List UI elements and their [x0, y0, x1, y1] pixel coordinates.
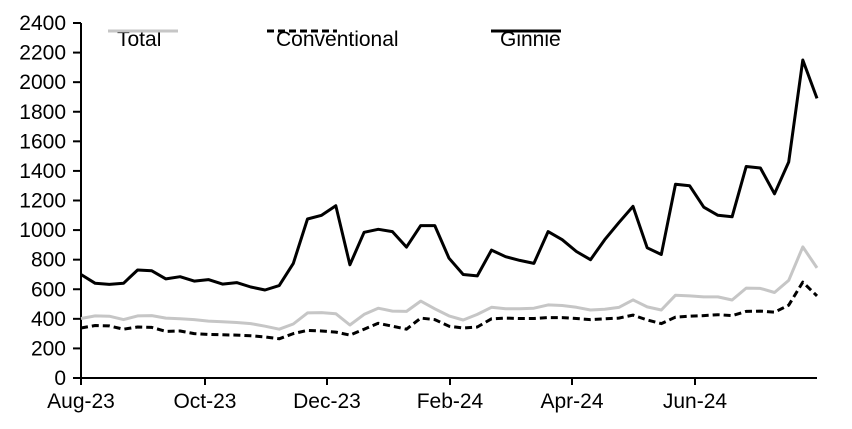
series-line-total [80, 245, 819, 331]
series-line-ginnie [80, 58, 819, 292]
series-line-conventional [80, 280, 819, 341]
conventional-line-swatch [267, 29, 337, 33]
y-axis-label: 1600 [19, 130, 66, 153]
y-axis-label: 400 [31, 308, 66, 331]
y-axis-label: 0 [54, 367, 66, 390]
legend-item-ginnie: Ginnie [491, 28, 561, 52]
legend-item-total: Total [108, 28, 178, 52]
ginnie-line-swatch [491, 29, 561, 33]
y-axis-label: 1000 [19, 219, 66, 242]
legend-item-conventional: Conventional [267, 28, 399, 52]
x-axis-label: Dec-23 [293, 390, 361, 413]
x-axis-label: Jun-24 [663, 390, 728, 413]
x-axis-label: Oct-23 [173, 390, 236, 413]
x-axis-label: Apr-24 [540, 390, 603, 413]
y-axis-label: 1400 [19, 160, 66, 183]
legend-label-total: Total [117, 28, 162, 51]
y-axis-label: 2000 [19, 71, 66, 94]
y-axis-label: 200 [31, 337, 66, 360]
y-axis-label: 2400 [19, 12, 66, 35]
legend-label-conventional: Conventional [276, 28, 399, 51]
y-axis-label: 1200 [19, 190, 66, 213]
x-axis-label: Feb-24 [417, 390, 484, 413]
y-axis-label: 600 [31, 278, 66, 301]
total-line-swatch [108, 29, 178, 33]
y-axis-label: 800 [31, 249, 66, 272]
legend-label-ginnie: Ginnie [500, 28, 561, 51]
x-axis-label: Aug-23 [47, 390, 115, 413]
y-axis-label: 2200 [19, 42, 66, 65]
y-axis-label: 1800 [19, 101, 66, 124]
